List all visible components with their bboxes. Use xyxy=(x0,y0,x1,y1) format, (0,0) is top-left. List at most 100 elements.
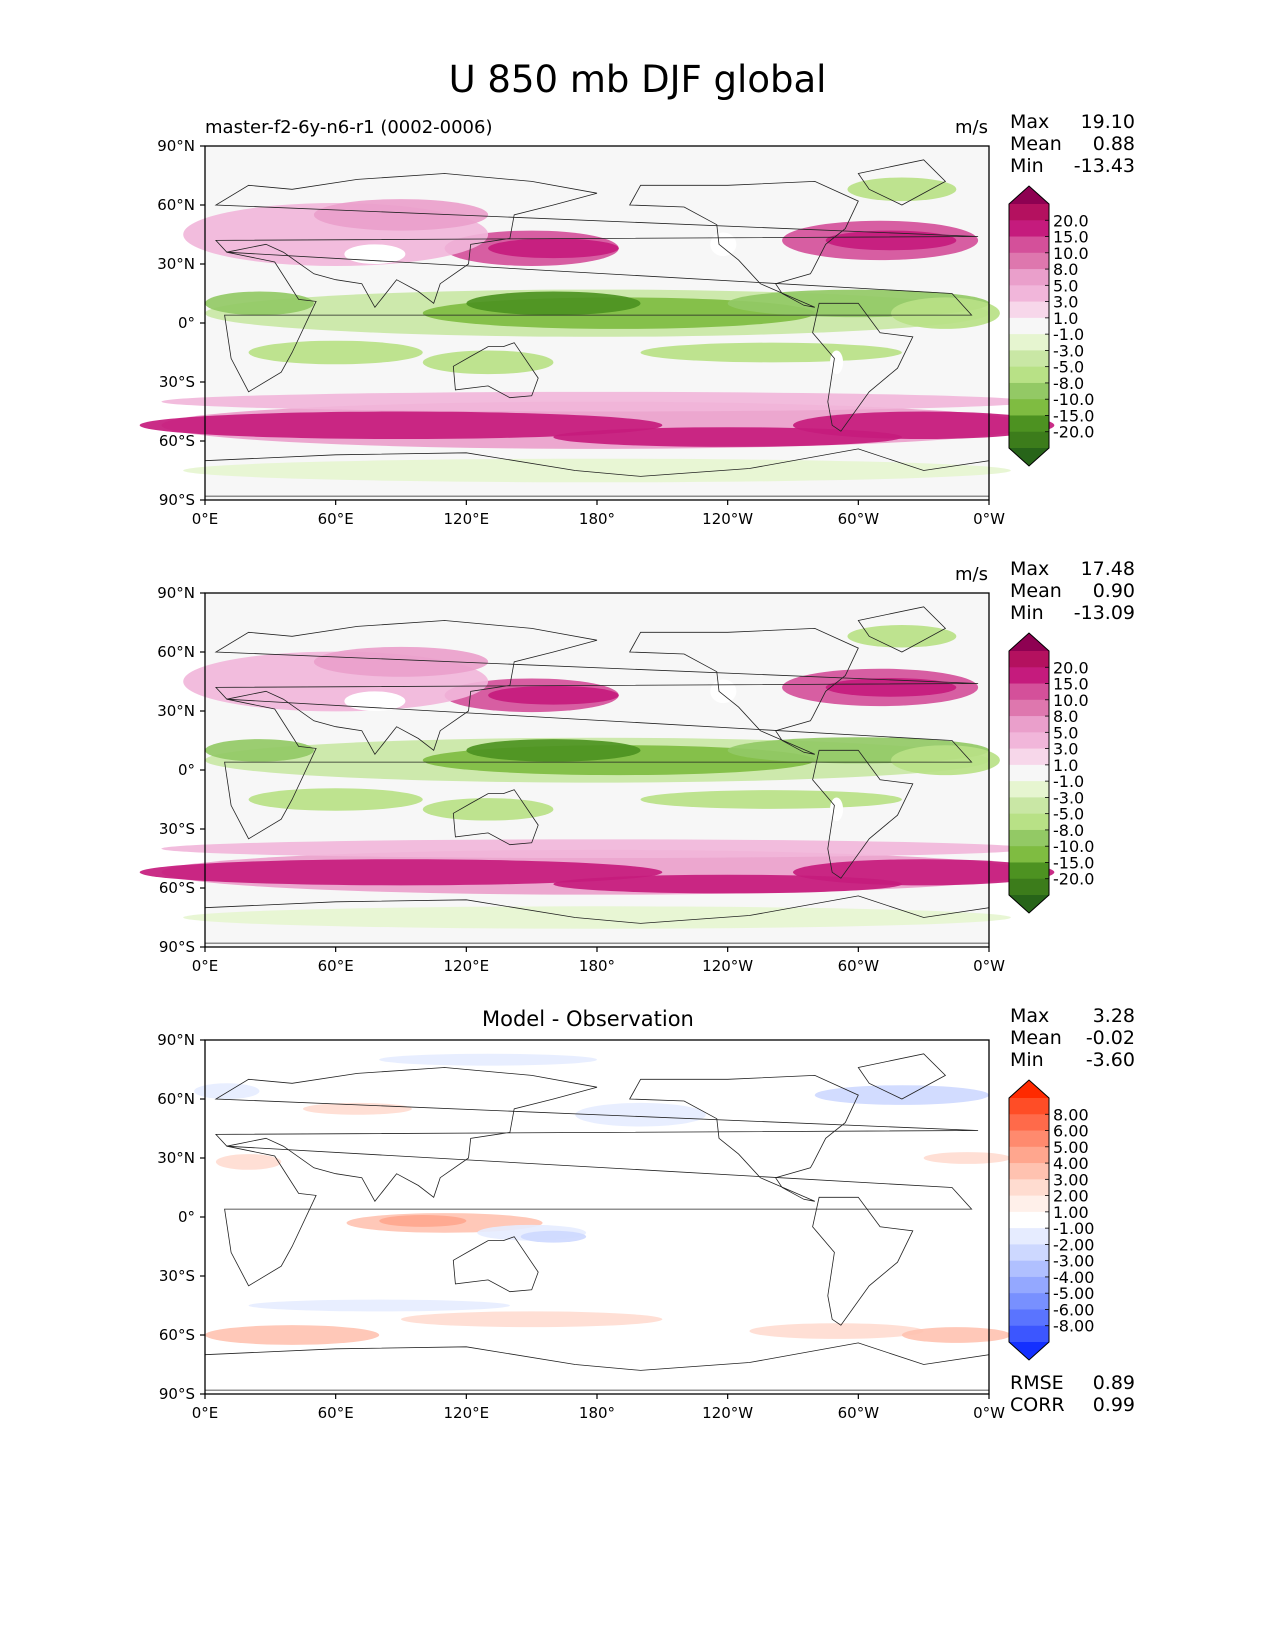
colorbar-segment xyxy=(1009,1228,1049,1245)
y-tick-label: 90°S xyxy=(159,491,195,509)
colorbar-label: 15.0 xyxy=(1053,228,1089,247)
contour-field xyxy=(379,1215,467,1227)
colorbar-label: 20.0 xyxy=(1053,658,1089,677)
topography-mask xyxy=(830,797,844,822)
contour-field xyxy=(215,1154,282,1170)
x-tick-label: 120°W xyxy=(702,1404,753,1422)
colorbar-segment xyxy=(1009,1179,1049,1197)
coastline xyxy=(204,895,990,944)
x-tick-label: 120°W xyxy=(702,957,753,975)
y-tick-label: 60°S xyxy=(159,879,195,897)
colorbar-label: -10.0 xyxy=(1053,390,1094,409)
panel2-units: m/s xyxy=(955,564,988,585)
contour-field xyxy=(205,291,314,316)
stat-value: 17.48 xyxy=(1080,558,1135,580)
colorbar-segment xyxy=(1009,732,1049,750)
contour-field xyxy=(401,1311,663,1328)
colorbar-label: 1.0 xyxy=(1053,756,1078,775)
panel1-units: m/s xyxy=(955,117,988,138)
colorbar-segment xyxy=(1009,204,1049,221)
x-tick-label: 0°E xyxy=(192,957,219,975)
y-tick-label: 0° xyxy=(178,761,195,779)
coastline xyxy=(452,789,539,846)
y-tick-label: 90°N xyxy=(157,1031,195,1049)
colorbar-segment xyxy=(1009,431,1049,449)
y-tick-label: 30°N xyxy=(157,702,195,720)
topography-mask xyxy=(830,350,844,375)
colorbar-segment xyxy=(1009,797,1049,815)
x-tick-label: 120°E xyxy=(444,957,490,975)
colorbar-extend-bottom xyxy=(1009,895,1049,913)
colorbar-label: -5.00 xyxy=(1053,1284,1094,1303)
colorbar-label: -1.00 xyxy=(1053,1219,1094,1238)
contour-field xyxy=(553,874,902,894)
colorbar-segment xyxy=(1009,285,1049,303)
colorbar-label: 15.0 xyxy=(1053,675,1089,694)
colorbar-label: 3.0 xyxy=(1053,293,1078,312)
coastline xyxy=(214,620,979,756)
x-tick-label: 0°W xyxy=(973,957,1005,975)
x-tick-label: 60°E xyxy=(318,957,354,975)
coastline xyxy=(629,180,859,308)
topography-mask xyxy=(344,244,406,264)
colorbar-extend-top xyxy=(1009,186,1049,204)
contour-field xyxy=(520,1230,587,1243)
stat-value: 0.88 xyxy=(1092,133,1135,155)
stat-label: Max xyxy=(1010,1005,1050,1027)
stat-label: Mean xyxy=(1010,1027,1062,1049)
colorbar-label: 8.0 xyxy=(1053,260,1078,279)
stat-value: 0.90 xyxy=(1092,580,1135,602)
colorbar-segment xyxy=(1009,683,1049,701)
y-tick-label: 0° xyxy=(178,314,195,332)
colorbar-segment xyxy=(1009,878,1049,896)
x-tick-label: 180° xyxy=(579,510,615,528)
colorbar-outline xyxy=(1008,185,1050,467)
colorbar-segment xyxy=(1009,748,1049,766)
colorbar-segment xyxy=(1009,236,1049,254)
x-tick-label: 60°W xyxy=(838,957,880,975)
coastline xyxy=(812,1196,914,1326)
contour-field xyxy=(248,1299,510,1312)
colorbar-segment xyxy=(1009,764,1049,782)
colorbar-segment xyxy=(1009,699,1049,717)
colorbar-label: -10.0 xyxy=(1053,837,1094,856)
colorbar-label: -8.0 xyxy=(1053,374,1084,393)
colorbar-label: -5.0 xyxy=(1053,358,1084,377)
coastline xyxy=(452,342,539,399)
contour-field xyxy=(923,1152,1011,1164)
colorbar-segment xyxy=(1009,846,1049,863)
colorbar-segment xyxy=(1009,1146,1049,1164)
coastline xyxy=(812,749,914,879)
stat-label: RMSE xyxy=(1010,1372,1064,1394)
coastline xyxy=(857,606,947,653)
stat-value: -0.02 xyxy=(1085,1027,1135,1049)
colorbar-segment xyxy=(1009,716,1049,733)
contour-field xyxy=(575,1102,706,1127)
stat-value: 0.99 xyxy=(1092,1394,1135,1416)
y-tick-label: 90°S xyxy=(159,1385,195,1403)
y-tick-label: 30°N xyxy=(157,1149,195,1167)
contour-field xyxy=(640,342,902,363)
x-tick-label: 60°W xyxy=(838,510,880,528)
colorbar-label: 6.00 xyxy=(1053,1122,1089,1141)
contour-field xyxy=(379,1053,597,1066)
contour-field xyxy=(183,906,1011,929)
coastline xyxy=(224,1145,973,1287)
contour-field xyxy=(640,790,902,809)
colorbar-label: -6.00 xyxy=(1053,1300,1094,1319)
colorbar-label: -15.0 xyxy=(1053,853,1094,872)
contour-field xyxy=(814,1085,990,1105)
colorbar-segment xyxy=(1009,1244,1049,1262)
colorbar-label: -8.00 xyxy=(1053,1317,1094,1336)
colorbar-label: 2.00 xyxy=(1053,1187,1089,1206)
contour-field xyxy=(313,646,489,677)
coastline xyxy=(629,627,859,755)
colorbar-segment xyxy=(1009,1325,1049,1343)
colorbar-segment xyxy=(1009,651,1049,668)
colorbar-label: -1.0 xyxy=(1053,325,1084,344)
colorbar-outline xyxy=(1008,632,1050,914)
stat-label: Min xyxy=(1010,602,1044,624)
colorbar-segment xyxy=(1009,1260,1049,1278)
colorbar-segment xyxy=(1009,415,1049,433)
coastline xyxy=(857,1053,947,1100)
